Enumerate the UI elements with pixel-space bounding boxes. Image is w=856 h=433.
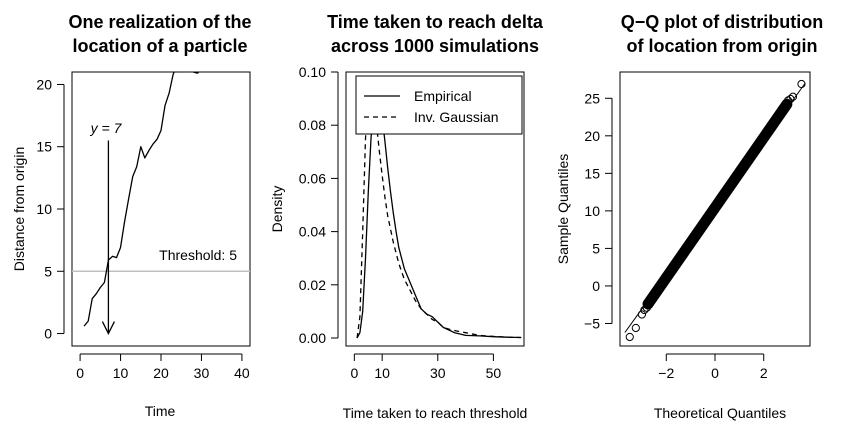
panel1-title-line1: One realization of the [68,12,251,32]
panel1-xtick-label: 30 [194,365,210,381]
qq-point [640,305,649,315]
panel2-xtick-label: 10 [374,365,390,381]
qq-point [786,94,795,104]
panel3-ytick-label: 0 [592,278,600,294]
panel2-ytick-label: 0.08 [299,117,326,133]
panel3-xtick-label: 0 [711,365,719,381]
arrow-label: y = 7 [90,120,123,136]
legend-box [355,75,523,135]
panel1-ytick-label: 15 [36,139,52,155]
qq-point [788,92,798,101]
panel3-xlabel: Theoretical Quantiles [654,405,786,421]
legend-invgauss-label: Inv. Gaussian [414,109,499,125]
qq-point [797,79,806,89]
panel2-ytick-label: 0.04 [299,224,326,240]
threshold-label: Threshold: 5 [159,247,237,263]
panel2-xtick-label: 30 [430,365,446,381]
panel3-ytick-label: −5 [584,315,600,331]
panel1-plot-frame [71,71,251,347]
panel3-xtick-label: −2 [658,365,674,381]
panel3-ytick-label: 10 [584,203,600,219]
panel1-xtick-label: 0 [76,365,84,381]
panel1-xtick-label: 20 [153,365,169,381]
panel1-ytick-label: 20 [36,76,52,92]
panel3-plot-frame [619,71,811,347]
panel1-xtick-label: 10 [113,365,129,381]
panel2-ylabel: Density [269,186,285,233]
qq-point [642,303,651,312]
panel2-ytick-label: 0.06 [299,170,326,186]
panel1-ytick-label: 10 [36,201,52,217]
panel2-xtick-label: 50 [486,365,502,381]
panel2-ytick-label: 0.02 [299,277,326,293]
panel1-xlabel: Time [145,403,176,419]
legend: Empirical Inv. Gaussian [355,75,523,135]
arrow-head [101,321,115,335]
qq-dense-points [642,98,793,310]
qq-point [625,332,634,342]
panel1-ylabel: Distance from origin [11,147,27,272]
panel-density: Time taken to reach delta across 1000 si… [269,12,544,421]
qq-point [631,323,640,333]
panel-particle-path: One realization of the location of a par… [11,12,252,419]
panel3-ylabel: Sample Quantiles [555,154,571,265]
panel2-xlabel: Time taken to reach threshold [343,405,528,421]
particle-path-line [83,72,200,327]
panel3-ytick-label: 25 [584,90,600,106]
panel3-title-line1: Q−Q plot of distribution [621,12,823,32]
panel1-xtick-label: 40 [234,365,250,381]
panel2-ytick-label: 0.10 [299,64,326,80]
panel2-ytick-label: 0.00 [299,330,326,346]
qq-point [637,310,647,319]
panel3-xtick-label: 2 [760,365,768,381]
panel1-ytick-label: 5 [44,263,52,279]
panel2-title-line1: Time taken to reach delta [327,12,544,32]
panel3-ytick-label: 5 [592,240,600,256]
panel2-plot-frame [345,71,525,347]
panel3-ytick-label: 15 [584,165,600,181]
panel1-title-line2: location of a particle [72,36,247,56]
legend-empirical-label: Empirical [414,88,472,104]
panel-qq: Q−Q plot of distribution of location fro… [555,12,823,421]
panel2-title-line2: across 1000 simulations [331,36,539,56]
panel3-ytick-label: 20 [584,128,600,144]
panel2-xtick-label: 0 [350,365,358,381]
panel1-ytick-label: 0 [44,326,52,342]
panel3-title-line2: of location from origin [627,36,818,56]
